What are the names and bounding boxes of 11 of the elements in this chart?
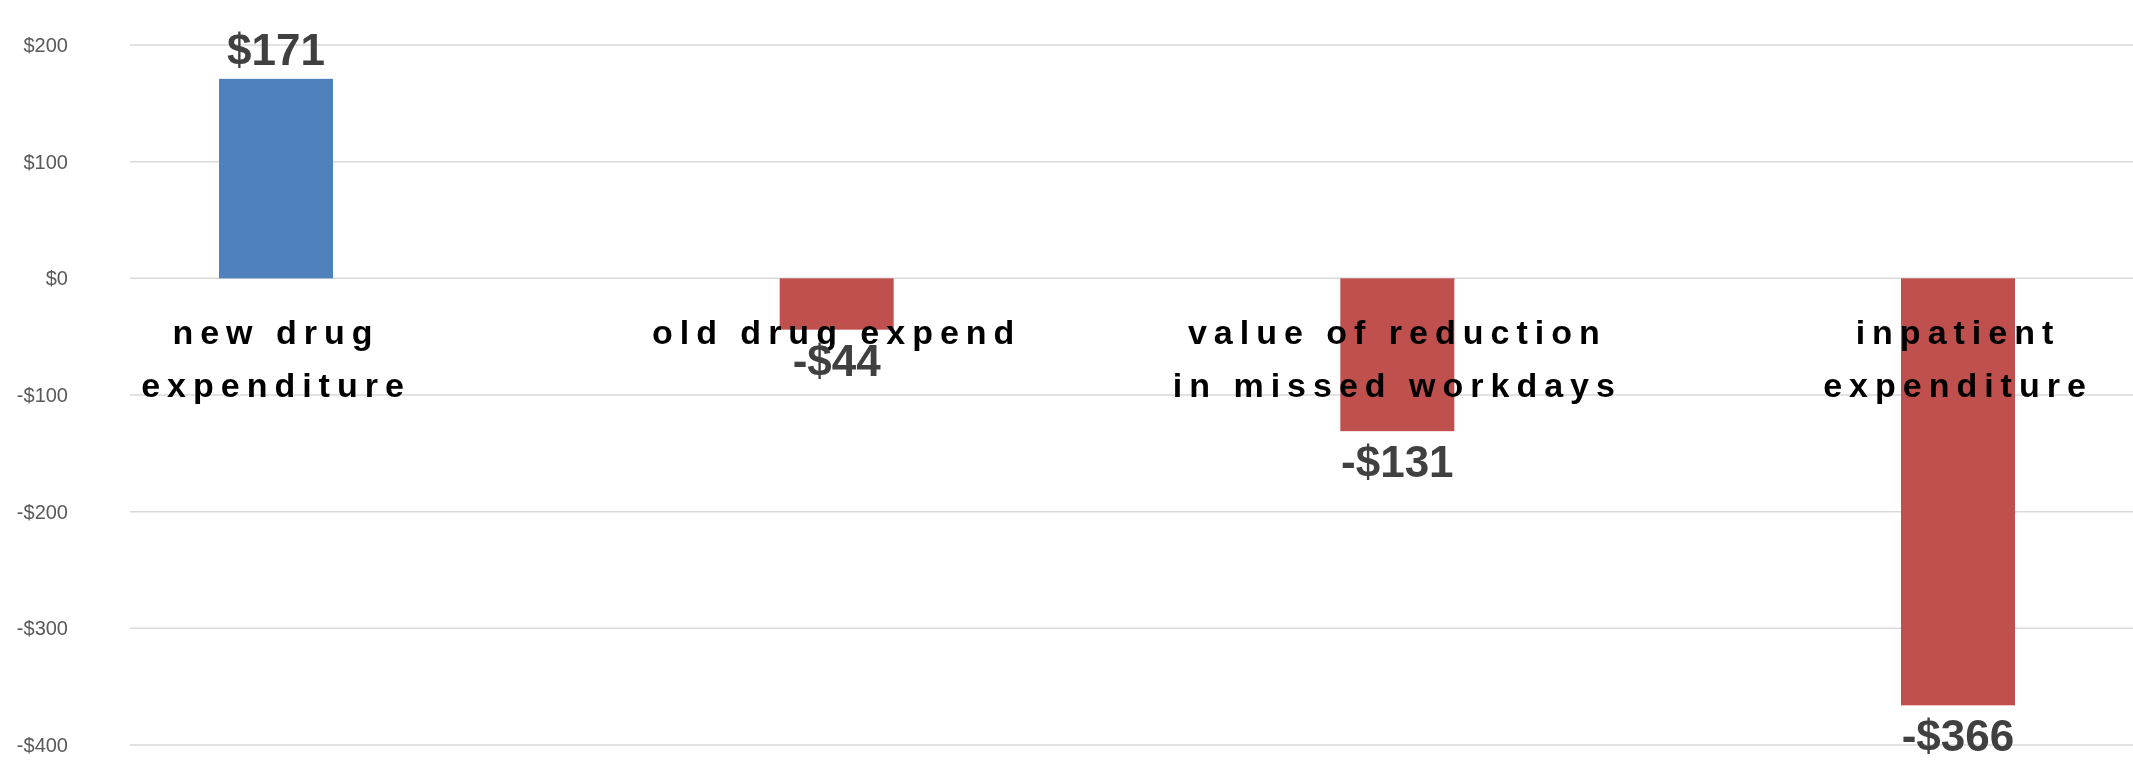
data-label: $171 [227, 24, 325, 74]
y-tick-label: -$200 [16, 500, 68, 523]
data-label: -$131 [1341, 437, 1454, 487]
y-tick-label: -$400 [16, 733, 68, 756]
y-tick-label: -$100 [16, 383, 68, 406]
y-tick-label: $100 [23, 150, 68, 173]
y-tick-label: $200 [23, 33, 68, 56]
x-tick-label: new drug expenditure [141, 313, 411, 405]
data-label: -$366 [1901, 711, 2015, 761]
y-tick-label: $0 [45, 267, 68, 290]
y-tick-label: -$300 [16, 617, 68, 640]
